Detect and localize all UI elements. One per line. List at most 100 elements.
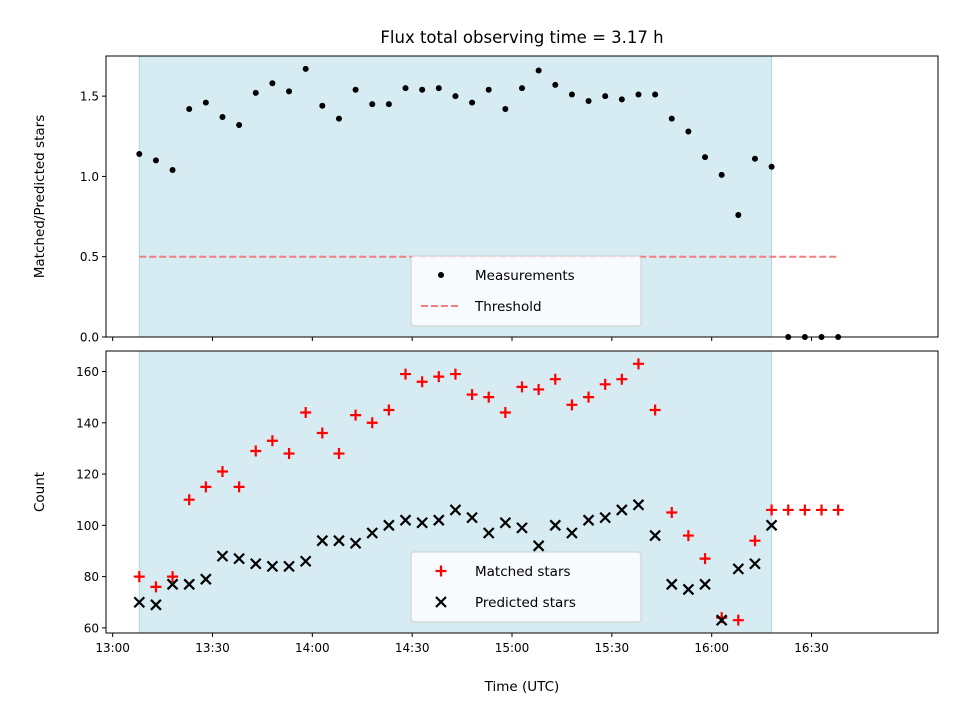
data-point — [466, 389, 478, 401]
y-axis-label: Matched/Predicted stars — [32, 115, 48, 278]
data-point — [186, 105, 193, 112]
data-point — [732, 614, 744, 626]
chart-title: Flux total observing time = 3.17 h — [380, 28, 663, 47]
data-point — [532, 540, 545, 552]
data-point — [799, 504, 811, 516]
subplot-1: 0.0 0.5 1.0 1.5 Flux total observing time = … — [32, 28, 939, 345]
data-point — [333, 534, 345, 547]
data-point — [233, 481, 245, 493]
data-point — [400, 368, 412, 380]
y-axis-label: Count — [32, 472, 48, 512]
x-tick-label: 16:30 — [794, 641, 829, 655]
x-tick-label: 13:30 — [195, 641, 230, 655]
data-point — [549, 373, 561, 385]
data-point — [200, 573, 212, 585]
data-point — [319, 102, 326, 109]
x-axis-ticks — [112, 337, 813, 341]
data-point — [535, 67, 542, 74]
series-matched-stars — [133, 358, 844, 626]
series-predicted-stars — [133, 499, 778, 626]
data-point — [449, 504, 462, 516]
data-point — [549, 519, 562, 532]
data-point — [616, 373, 628, 385]
series-measurements — [136, 65, 842, 340]
data-point — [219, 114, 226, 121]
y-axis-ticks: 0.0 0.5 1.0 1.5 — [80, 90, 106, 345]
subplot-2: 60 80 100 120 140 160 13:00 13:30 14:00 14:30 15:0… — [32, 350, 939, 695]
data-point — [202, 99, 209, 106]
data-point — [665, 578, 678, 591]
data-point — [283, 560, 295, 573]
data-point — [516, 522, 528, 534]
data-point — [583, 391, 595, 403]
data-point — [649, 404, 661, 416]
data-point — [699, 553, 711, 565]
legend-label: Measurements — [475, 268, 575, 284]
data-point — [749, 535, 761, 547]
data-point — [200, 481, 212, 493]
data-point — [283, 448, 295, 460]
data-point — [533, 383, 545, 395]
data-point — [316, 534, 329, 547]
data-point — [299, 555, 312, 567]
legend-label: Threshold — [474, 299, 542, 315]
data-point — [252, 89, 259, 96]
data-point — [466, 511, 478, 524]
y-axis-ticks: 60 80 100 120 140 160 — [76, 365, 106, 635]
data-point — [652, 91, 659, 98]
data-point — [732, 563, 745, 575]
data-point — [383, 519, 395, 532]
data-point — [333, 448, 345, 460]
data-point — [483, 391, 495, 403]
y-tick-label: 120 — [76, 468, 99, 482]
data-point — [702, 154, 709, 161]
data-point — [469, 99, 476, 106]
data-point — [416, 376, 428, 388]
data-point — [416, 516, 428, 529]
data-point — [316, 427, 328, 439]
data-point — [169, 167, 176, 174]
data-point — [649, 529, 661, 542]
data-point — [369, 101, 376, 108]
data-point — [618, 96, 625, 103]
data-point — [668, 115, 675, 122]
data-point — [152, 157, 159, 164]
legend-marker — [438, 272, 444, 278]
data-point — [216, 465, 228, 477]
data-point — [585, 97, 592, 104]
y-tick-label: 1.0 — [80, 170, 99, 184]
x-tick-label: 15:30 — [595, 641, 630, 655]
data-point — [566, 399, 578, 411]
data-point — [482, 527, 495, 539]
data-point — [383, 404, 395, 416]
data-point — [133, 571, 145, 583]
y-tick-label: 1.5 — [80, 90, 99, 104]
data-point — [502, 105, 509, 112]
data-point — [183, 578, 195, 591]
data-point — [335, 115, 342, 122]
data-point — [302, 65, 309, 72]
data-point — [499, 407, 511, 419]
data-point — [519, 85, 525, 92]
data-point — [699, 578, 711, 591]
data-point — [632, 358, 644, 370]
data-point — [682, 530, 694, 542]
data-point — [685, 128, 692, 135]
data-point — [765, 519, 778, 532]
data-point — [635, 91, 642, 98]
data-point — [233, 552, 245, 565]
data-point — [419, 86, 426, 93]
data-point — [832, 504, 844, 516]
data-point — [715, 614, 728, 626]
x-tick-label: 14:00 — [295, 641, 330, 655]
legend-box — [410, 255, 642, 327]
data-point — [352, 86, 359, 93]
y-tick-label: 80 — [84, 570, 99, 584]
data-point — [166, 578, 179, 591]
data-point — [735, 211, 742, 218]
data-point — [632, 499, 645, 511]
data-point — [602, 93, 609, 100]
data-point — [816, 504, 828, 516]
data-point — [236, 122, 243, 129]
